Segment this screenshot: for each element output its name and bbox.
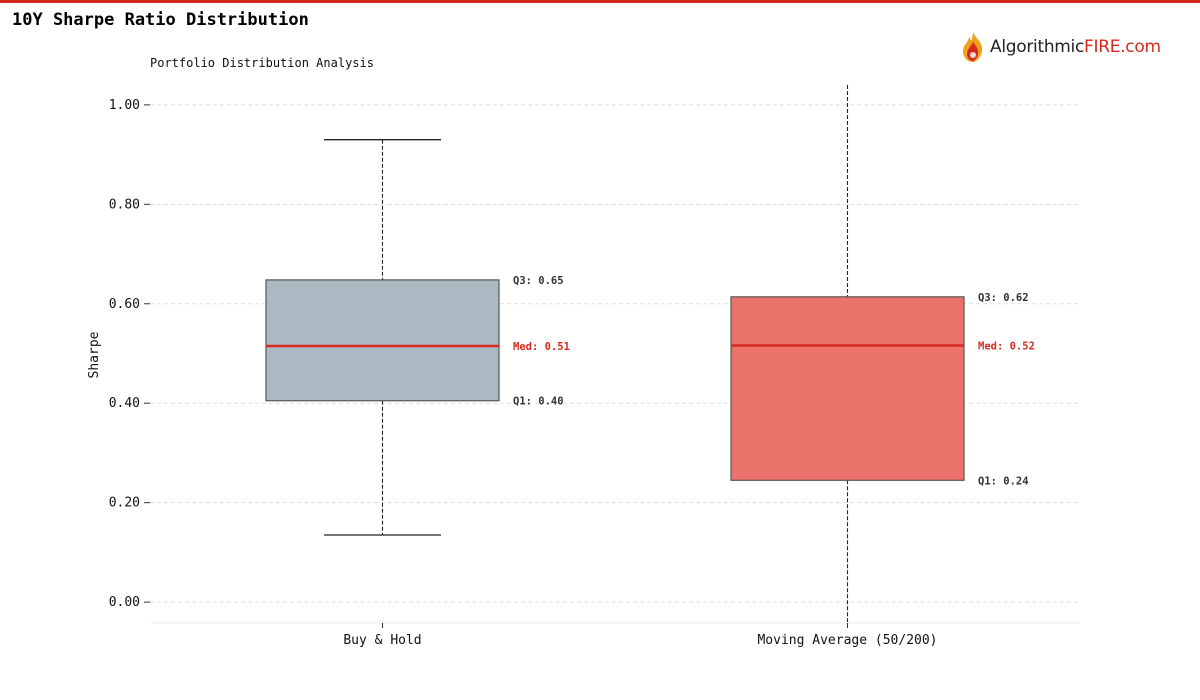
q1-label: Q1: 0.24 [978,475,1029,487]
chart-subtitle: Portfolio Distribution Analysis [150,56,374,70]
y-tick-label: 0.20 [109,496,140,511]
x-axis: Buy & Hold Moving Average (50/200) [150,622,1080,648]
y-tick-label: 0.00 [109,595,140,610]
y-tick-label: 0.80 [109,197,140,212]
flame-icon [963,32,983,62]
y-tick-label: 0.40 [109,396,140,411]
y-axis: 0.00 0.20 0.40 0.60 0.80 1.00 [109,98,150,610]
q1-label: Q1: 0.40 [513,396,564,408]
top-accent-bar [0,0,1200,3]
boxes: Q3: 0.65 Med: 0.51 Q1: 0.40 Q3: 0.62 Med: 0.… [265,85,1035,622]
x-tick-label: Buy & Hold [343,633,421,648]
logo-wordmark: AlgorithmicFIRE.com [990,37,1161,57]
page-title: 10Y Sharpe Ratio Distribution [12,10,309,30]
iqr-box [265,279,500,402]
median-label: Med: 0.51 [513,341,570,353]
q3-label: Q3: 0.62 [978,292,1029,304]
y-axis-title: Sharpe [87,331,102,378]
brand-logo: AlgorithmicFIRE.com [960,30,1161,64]
q3-label: Q3: 0.65 [513,275,564,287]
x-tick-label: Moving Average (50/200) [757,633,937,648]
iqr-box [730,296,965,481]
y-tick-label: 0.60 [109,297,140,312]
median-label: Med: 0.52 [978,341,1035,353]
y-tick-label: 1.00 [109,98,140,113]
